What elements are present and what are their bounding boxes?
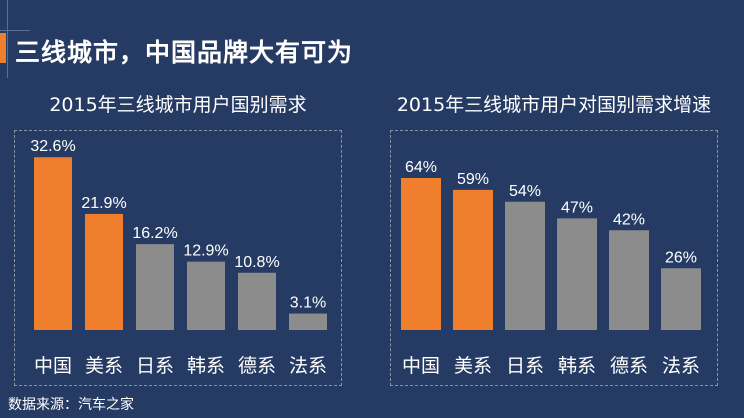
bar-2-1 bbox=[453, 189, 493, 330]
category-label: 中国 bbox=[402, 355, 440, 377]
data-label: 32.6% bbox=[30, 138, 75, 155]
data-source: 数据来源：汽车之家 bbox=[8, 397, 134, 413]
bar-2-5 bbox=[661, 268, 701, 330]
bar-2-4 bbox=[609, 230, 649, 330]
data-label: 3.1% bbox=[290, 295, 326, 312]
category-label: 中国 bbox=[34, 355, 72, 377]
decor-horizontal-line bbox=[0, 30, 30, 31]
bar-1-5 bbox=[289, 313, 327, 330]
bar-2-0 bbox=[401, 178, 441, 330]
bar-2-2 bbox=[505, 201, 545, 330]
bar-1-3 bbox=[187, 261, 225, 330]
bar-2-3 bbox=[557, 218, 597, 330]
data-label: 26% bbox=[665, 249, 697, 266]
category-label: 美系 bbox=[454, 355, 492, 377]
category-label: 法系 bbox=[289, 355, 327, 377]
title-accent-bar bbox=[0, 33, 6, 63]
category-label: 德系 bbox=[610, 355, 648, 377]
data-label: 21.9% bbox=[81, 195, 126, 212]
data-label: 59% bbox=[457, 171, 489, 188]
decor-vertical-line bbox=[7, 0, 8, 78]
data-label: 12.9% bbox=[183, 243, 228, 260]
chart-1-frame bbox=[14, 130, 342, 386]
category-label: 韩系 bbox=[558, 355, 596, 377]
category-label: 日系 bbox=[136, 355, 174, 377]
bar-1-2 bbox=[136, 244, 174, 330]
category-label: 美系 bbox=[85, 355, 123, 377]
data-label: 42% bbox=[613, 211, 645, 228]
data-label: 47% bbox=[561, 199, 593, 216]
bar-1-0 bbox=[34, 157, 72, 330]
data-label: 16.2% bbox=[132, 225, 177, 242]
slide-title: 三线城市，中国品牌大有可为 bbox=[15, 38, 354, 67]
chart-2-frame bbox=[390, 130, 718, 386]
category-label: 韩系 bbox=[187, 355, 225, 377]
chart-2-title: 2015年三线城市用户对国别需求增速 bbox=[396, 94, 712, 116]
data-label: 54% bbox=[509, 183, 541, 200]
category-label: 日系 bbox=[506, 355, 544, 377]
data-label: 64% bbox=[405, 159, 437, 176]
chart-1-title: 2015年三线城市用户国别需求 bbox=[49, 94, 307, 116]
data-label: 10.8% bbox=[234, 254, 279, 271]
bar-1-4 bbox=[238, 272, 276, 330]
category-label: 法系 bbox=[662, 355, 700, 377]
bar-1-1 bbox=[85, 213, 123, 330]
category-label: 德系 bbox=[238, 355, 276, 377]
